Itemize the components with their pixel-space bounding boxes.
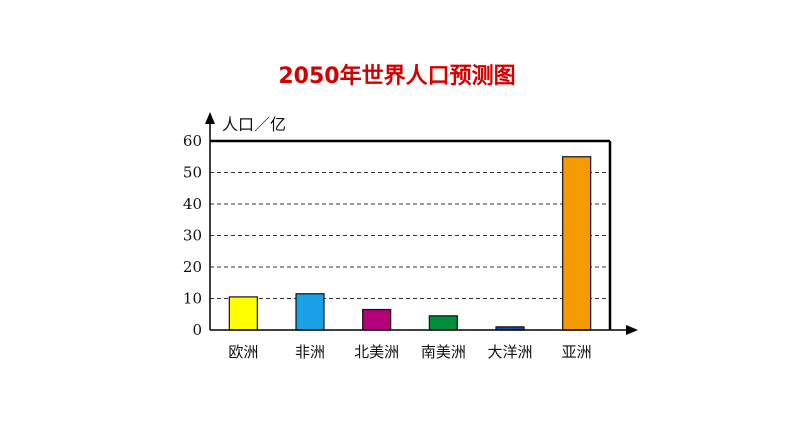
bar-1 <box>295 293 325 331</box>
x-tick-label: 北美洲 <box>354 343 399 361</box>
y-tick-labels: 0 10 20 30 40 50 60 <box>183 132 202 339</box>
x-tick-labels: 欧洲 非洲 北美洲 南美洲 大洋洲 亚洲 <box>228 343 591 361</box>
x-tick-label: 欧洲 <box>228 343 258 361</box>
y-tick-label: 40 <box>183 195 202 213</box>
y-axis-arrow <box>205 112 215 124</box>
bar-0 <box>228 296 258 331</box>
y-axis-label: 人口／亿 <box>222 115 286 134</box>
y-tick-label: 30 <box>183 227 202 245</box>
axes <box>205 112 638 335</box>
grid-lines <box>210 172 610 299</box>
y-tick-label: 0 <box>192 321 202 339</box>
bar-2 <box>362 308 392 331</box>
x-tick-label: 亚洲 <box>562 343 592 361</box>
bar-5 <box>562 156 592 331</box>
x-tick-label: 大洋洲 <box>487 343 532 361</box>
x-tick-label: 南美洲 <box>421 343 466 361</box>
bar-3 <box>428 315 458 331</box>
y-tick-label: 60 <box>183 132 202 150</box>
bars <box>228 156 592 331</box>
x-axis-arrow <box>626 325 638 335</box>
y-tick-label: 50 <box>183 164 202 182</box>
x-tick-label: 非洲 <box>295 343 325 361</box>
y-tick-label: 10 <box>183 290 202 308</box>
y-tick-label: 20 <box>183 258 202 276</box>
chart-title: 2050年世界人口预测图 <box>278 64 516 89</box>
